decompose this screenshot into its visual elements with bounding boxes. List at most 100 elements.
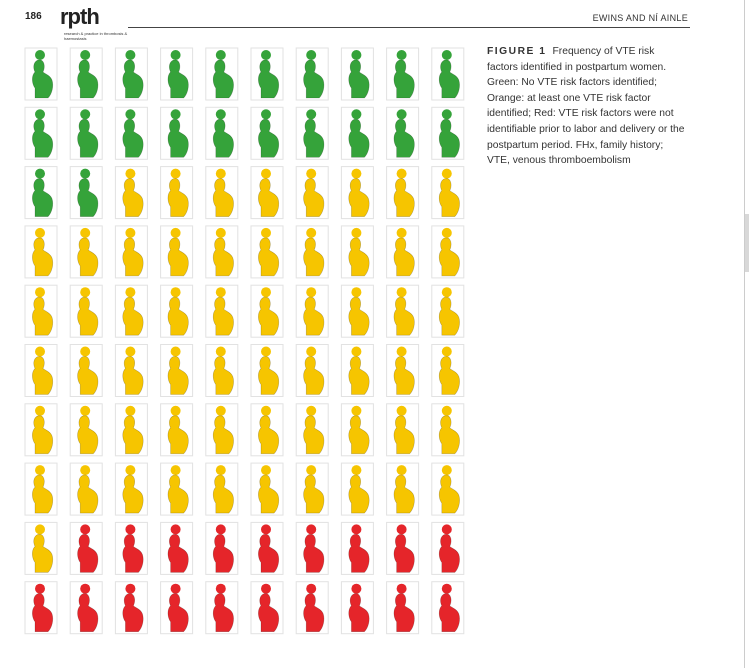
icon-frame	[295, 521, 329, 575]
icon-body	[167, 119, 189, 158]
scrollbar-thumb	[745, 214, 749, 272]
icon-head	[35, 227, 45, 238]
person-icon	[295, 581, 329, 635]
icon-frame	[24, 462, 58, 516]
icon-head	[306, 524, 317, 535]
person-icon	[295, 462, 329, 516]
icon-head	[441, 109, 452, 120]
icon-head	[215, 465, 226, 476]
person-icon	[114, 225, 148, 279]
icon-frame	[250, 462, 284, 516]
person-icon	[69, 284, 103, 338]
person-icon	[386, 225, 420, 279]
icon-body	[122, 534, 144, 573]
icon-head	[396, 465, 407, 476]
icon-body	[167, 59, 189, 99]
icon-head	[125, 524, 136, 535]
icon-body	[258, 59, 280, 99]
person-icon	[431, 284, 465, 338]
icon-frame	[340, 47, 374, 101]
icon-body	[77, 237, 99, 277]
icon-head	[35, 168, 45, 179]
icon-body	[122, 59, 144, 99]
icon-frame	[386, 581, 420, 635]
icon-head	[306, 346, 317, 357]
person-icon	[295, 521, 329, 575]
icon-head	[441, 50, 452, 60]
icon-frame	[386, 225, 420, 279]
icon-body	[212, 593, 234, 633]
icon-frame	[250, 344, 284, 397]
icon-body	[32, 474, 54, 514]
person-icon	[340, 581, 374, 635]
person-icon	[160, 344, 194, 397]
icon-body	[348, 119, 370, 158]
icon-body	[167, 296, 189, 336]
person-icon	[386, 521, 420, 575]
person-icon	[24, 166, 58, 220]
icon-frame	[24, 166, 58, 220]
icon-head	[80, 524, 91, 535]
pictogram	[24, 47, 465, 635]
person-icon	[114, 106, 148, 160]
icon-head	[35, 583, 45, 594]
person-icon	[160, 166, 194, 220]
icon-head	[170, 168, 181, 179]
icon-head	[125, 168, 136, 179]
icon-frame	[205, 521, 239, 575]
icon-frame	[205, 344, 239, 397]
icon-frame	[340, 581, 374, 635]
icon-frame	[295, 581, 329, 635]
icon-frame	[386, 284, 420, 338]
icon-frame	[69, 344, 103, 397]
icon-body	[438, 415, 460, 455]
icon-frame	[431, 462, 465, 516]
icon-body	[122, 119, 144, 158]
icon-frame	[24, 344, 58, 397]
person-icon	[114, 521, 148, 575]
person-icon	[431, 106, 465, 160]
icon-frame	[24, 521, 58, 575]
icon-body	[212, 474, 234, 514]
icon-body	[438, 59, 460, 99]
icon-head	[351, 583, 362, 594]
icon-frame	[114, 581, 148, 635]
figure-label: FIGURE 1	[487, 46, 547, 57]
person-icon	[160, 225, 194, 279]
person-icon	[340, 521, 374, 575]
icon-frame	[431, 581, 465, 635]
icon-body	[258, 474, 280, 514]
icon-frame	[114, 521, 148, 575]
person-icon	[24, 47, 58, 101]
icon-body	[212, 415, 234, 455]
icon-frame	[114, 166, 148, 220]
icon-body	[438, 119, 460, 158]
icon-body	[167, 356, 189, 395]
icon-head	[80, 109, 91, 120]
icon-body	[438, 178, 460, 217]
icon-body	[438, 296, 460, 336]
icon-frame	[250, 47, 284, 101]
icon-head	[170, 287, 181, 298]
icon-frame	[205, 106, 239, 160]
person-icon	[250, 462, 284, 516]
icon-head	[80, 50, 91, 60]
icon-body	[258, 593, 280, 633]
icon-body	[348, 237, 370, 277]
icon-body	[393, 119, 415, 158]
person-icon	[250, 403, 284, 457]
icon-frame	[431, 284, 465, 338]
person-icon	[24, 403, 58, 457]
icon-frame	[340, 403, 374, 457]
person-icon	[295, 225, 329, 279]
person-icon	[431, 166, 465, 220]
icon-body	[122, 593, 144, 633]
icon-body	[32, 296, 54, 336]
person-icon	[431, 344, 465, 397]
icon-head	[441, 405, 452, 416]
person-icon	[340, 166, 374, 220]
icon-body	[258, 415, 280, 455]
icon-head	[351, 168, 362, 179]
icon-head	[35, 405, 45, 416]
